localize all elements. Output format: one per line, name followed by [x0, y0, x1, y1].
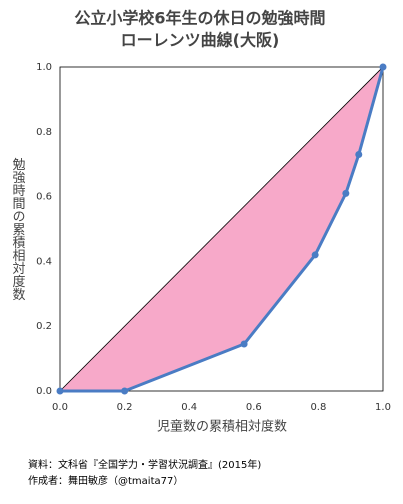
y-tick-label: 1.0 [36, 62, 52, 73]
plot-frame [59, 66, 384, 392]
equality-line [59, 66, 384, 392]
y-axis-label: 勉強時間の累積相対度数 [10, 158, 26, 301]
data-point [355, 150, 363, 158]
x-tick-label: 0.2 [117, 402, 133, 413]
author-note: 作成者：舞田敏彦（@tmaita77） [28, 474, 183, 487]
x-axis-label: 児童数の累積相対度数 [157, 419, 287, 435]
y-tick-label: 0.6 [36, 192, 52, 203]
x-tick-label: 1.0 [375, 402, 391, 413]
data-point [240, 340, 248, 348]
data-point [121, 387, 129, 395]
y-tick-label: 0.2 [36, 321, 52, 332]
data-point [342, 189, 350, 197]
x-tick-label: 0.4 [181, 402, 197, 413]
chart-subtitle: ローレンツ曲線(大阪) [121, 31, 280, 50]
source-note: 資料：文科省『全国学力・学習状況調査』(2015年) [28, 458, 261, 471]
chart-title: 公立小学校6年生の休日の勉強時間 [74, 9, 325, 28]
y-tick-label: 0.8 [36, 127, 52, 138]
y-tick-label: 0.0 [36, 386, 52, 397]
data-point [379, 63, 387, 71]
x-tick-label: 0.0 [52, 402, 68, 413]
data-point [56, 387, 64, 395]
y-tick-label: 0.4 [36, 256, 52, 267]
x-tick-label: 0.8 [310, 402, 326, 413]
x-tick-label: 0.6 [246, 402, 262, 413]
data-point [311, 251, 319, 259]
